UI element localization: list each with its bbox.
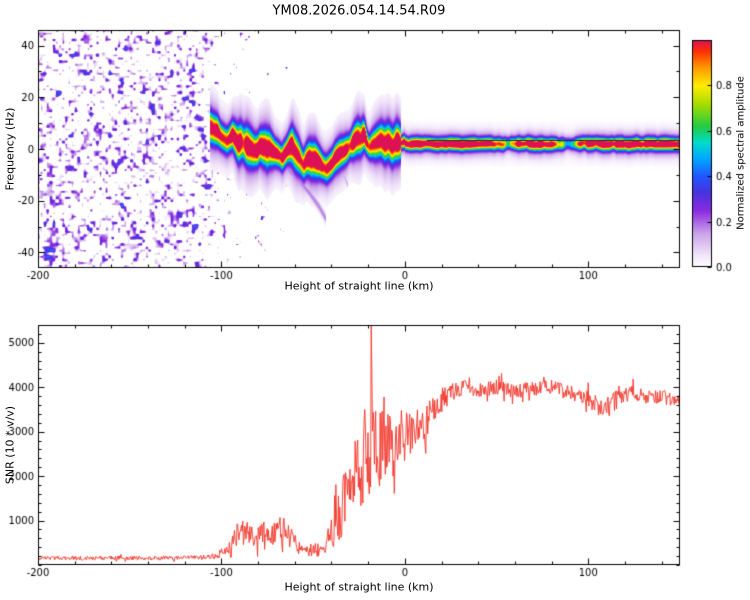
spectrogram-y-axis-label: Frequency (Hz) xyxy=(3,107,17,191)
snr-y-axis-label: SNR (10 * v/v) xyxy=(3,405,17,485)
spectrogram-x-axis-label: Height of straight line (km) xyxy=(284,279,434,293)
plot-title: YM08.2026.054.14.54.R09 xyxy=(272,3,446,19)
snr-x-axis-label: Height of straight line (km) xyxy=(284,580,434,594)
colorbar-label: Normalized spectral amplitude xyxy=(735,76,747,230)
